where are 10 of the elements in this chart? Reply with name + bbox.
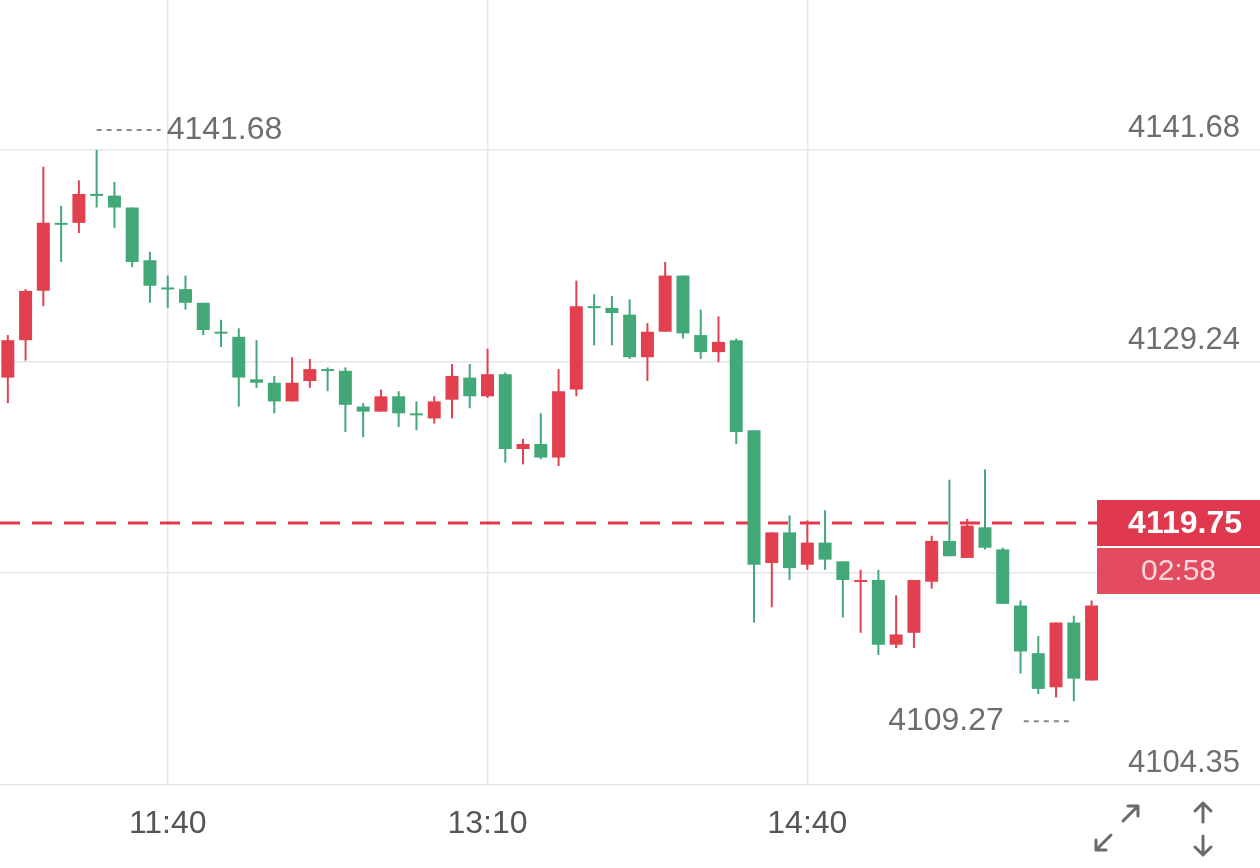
y-tick-label: 4104.35 [1127, 744, 1240, 780]
x-tick-label: 11:40 [128, 804, 207, 841]
annotation: 4109.27 [888, 701, 1004, 738]
x-tick-label: 13:10 [447, 804, 528, 841]
ref-line-label: 4119.75 [1128, 503, 1242, 540]
annotation: 02:58 [1140, 553, 1217, 587]
annotation: 4141.68 [166, 109, 283, 146]
y-tick-label: 4141.68 [1127, 109, 1240, 145]
y-tick-label: 4129.24 [1127, 320, 1240, 356]
x-tick-label: 14:40 [767, 804, 848, 841]
